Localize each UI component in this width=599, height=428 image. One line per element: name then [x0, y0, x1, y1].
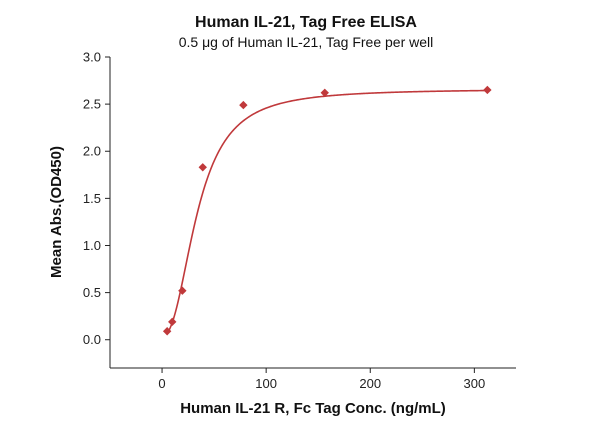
fit-curve	[166, 89, 488, 334]
y-tick-label: 0.0	[83, 332, 101, 347]
y-axis-label: Mean Abs.(OD450)	[48, 146, 65, 278]
y-axis-ticks: 0.0 0.5 1.0 1.5 2.0 2.5 3.0	[83, 50, 110, 347]
data-points	[162, 85, 492, 336]
data-point	[178, 286, 187, 295]
data-point	[198, 163, 207, 172]
x-tick-label: 100	[255, 376, 277, 391]
y-tick-label: 2.0	[83, 144, 101, 159]
x-tick-label: 300	[464, 376, 486, 391]
data-point	[168, 317, 177, 327]
x-tick-label: 0	[158, 376, 165, 391]
data-point	[162, 327, 172, 336]
data-point	[320, 88, 329, 98]
data-point	[239, 100, 248, 110]
y-tick-label: 1.5	[83, 191, 101, 206]
y-tick-label: 1.0	[83, 238, 101, 253]
plot-frame	[109, 57, 516, 369]
x-axis-ticks: 0 100 200 300	[158, 368, 485, 391]
y-tick-label: 0.5	[83, 285, 101, 300]
chart-subtitle: 0.5 μg of Human IL-21, Tag Free per well	[179, 34, 434, 50]
x-axis-label: Human IL-21 R, Fc Tag Conc. (ng/mL)	[180, 400, 446, 417]
chart-title: Human IL-21, Tag Free ELISA	[195, 14, 417, 31]
y-tick-label: 3.0	[83, 50, 101, 65]
y-tick-label: 2.5	[83, 97, 101, 112]
data-point	[483, 85, 492, 95]
x-tick-label: 200	[359, 376, 381, 391]
